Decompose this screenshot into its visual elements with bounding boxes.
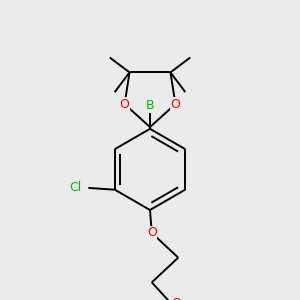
Text: Cl: Cl (69, 182, 81, 194)
Text: H: H (182, 299, 191, 300)
Text: O: O (120, 98, 130, 111)
Text: O: O (170, 98, 180, 111)
Text: O: O (147, 226, 157, 239)
Text: B: B (146, 99, 154, 112)
Text: O: O (171, 297, 181, 300)
